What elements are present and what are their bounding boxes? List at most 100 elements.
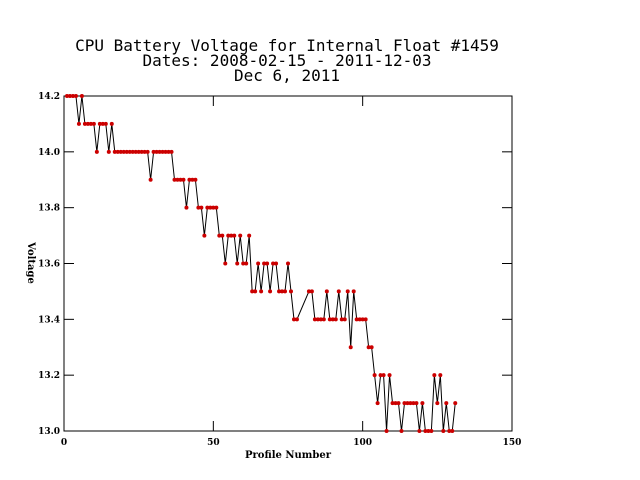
y-tick-label: 13.6 bbox=[38, 260, 60, 270]
x-tick-label: 100 bbox=[353, 438, 372, 448]
y-axis-label: Voltage bbox=[25, 241, 36, 284]
data-point bbox=[318, 317, 323, 322]
data-point bbox=[360, 317, 365, 322]
data-point bbox=[148, 177, 153, 182]
data-point bbox=[274, 261, 279, 266]
data-point bbox=[396, 401, 401, 406]
data-point bbox=[351, 289, 356, 294]
data-point bbox=[217, 233, 222, 238]
data-point bbox=[202, 233, 207, 238]
data-point bbox=[91, 121, 96, 126]
data-point bbox=[417, 429, 422, 433]
data-point bbox=[384, 429, 389, 433]
data-point bbox=[268, 289, 273, 294]
data-point bbox=[390, 401, 395, 406]
data-point bbox=[79, 94, 84, 98]
data-point bbox=[106, 149, 111, 154]
data-point bbox=[330, 317, 335, 322]
data-point bbox=[357, 317, 362, 322]
data-point bbox=[157, 149, 162, 154]
y-tick-label: 13.4 bbox=[38, 315, 60, 325]
data-point bbox=[196, 205, 201, 210]
data-point bbox=[115, 149, 120, 154]
data-point bbox=[103, 121, 108, 126]
data-point bbox=[247, 233, 252, 238]
data-point bbox=[205, 205, 210, 210]
data-point bbox=[429, 429, 434, 433]
data-point bbox=[85, 121, 90, 126]
data-point bbox=[378, 373, 383, 378]
data-point bbox=[438, 373, 443, 378]
data-point bbox=[447, 429, 452, 433]
data-point bbox=[178, 177, 183, 182]
chart-title: CPU Battery Voltage for Internal Float #… bbox=[75, 36, 499, 55]
data-point bbox=[312, 317, 317, 322]
data-point bbox=[220, 233, 225, 238]
data-point bbox=[283, 289, 288, 294]
data-point bbox=[324, 289, 329, 294]
data-point bbox=[229, 233, 234, 238]
data-point bbox=[223, 261, 228, 266]
data-point bbox=[133, 149, 138, 154]
data-point bbox=[160, 149, 165, 154]
data-point bbox=[432, 373, 437, 378]
data-point bbox=[363, 317, 368, 322]
x-tick-label: 50 bbox=[207, 438, 220, 448]
data-point bbox=[64, 94, 69, 98]
data-point bbox=[214, 205, 219, 210]
data-point bbox=[232, 233, 237, 238]
data-point bbox=[187, 177, 192, 182]
data-point bbox=[336, 289, 341, 294]
data-point bbox=[414, 401, 419, 406]
data-point bbox=[333, 317, 338, 322]
data-point bbox=[70, 94, 75, 98]
y-tick-label: 14.0 bbox=[38, 148, 60, 158]
data-point bbox=[381, 373, 386, 378]
data-point bbox=[112, 149, 117, 154]
data-point bbox=[82, 121, 87, 126]
data-point bbox=[309, 289, 314, 294]
data-point bbox=[250, 289, 255, 294]
data-point bbox=[199, 205, 204, 210]
data-point bbox=[435, 401, 440, 406]
data-point bbox=[369, 345, 374, 350]
data-point bbox=[97, 121, 102, 126]
data-point bbox=[294, 317, 299, 322]
data-point bbox=[315, 317, 320, 322]
data-point bbox=[127, 149, 132, 154]
y-tick-label: 14.2 bbox=[38, 92, 60, 102]
data-point bbox=[288, 289, 293, 294]
data-point bbox=[142, 149, 147, 154]
data-point bbox=[420, 401, 425, 406]
data-point bbox=[253, 289, 258, 294]
data-point bbox=[244, 261, 249, 266]
data-point bbox=[393, 401, 398, 406]
data-point bbox=[291, 317, 296, 322]
y-tick-label: 13.0 bbox=[38, 427, 60, 437]
data-point bbox=[342, 317, 347, 322]
data-point bbox=[453, 401, 458, 406]
data-point bbox=[348, 345, 353, 350]
data-point bbox=[109, 121, 114, 126]
data-point bbox=[241, 261, 246, 266]
data-point bbox=[411, 401, 416, 406]
data-point bbox=[408, 401, 413, 406]
y-tick-label: 13.8 bbox=[38, 204, 60, 214]
x-tick-label: 0 bbox=[61, 438, 67, 448]
data-point bbox=[172, 177, 177, 182]
data-point bbox=[130, 149, 135, 154]
x-axis-label: Profile Number bbox=[245, 450, 332, 461]
data-point bbox=[426, 429, 431, 433]
data-point bbox=[67, 94, 72, 98]
data-point bbox=[166, 149, 171, 154]
data-point bbox=[238, 233, 243, 238]
data-point bbox=[366, 345, 371, 350]
chart-subtitle: Dates: 2008-02-15 - 2011-12-03 bbox=[143, 51, 432, 70]
data-point bbox=[399, 429, 404, 433]
data-point bbox=[280, 289, 285, 294]
data-point bbox=[163, 149, 168, 154]
data-point bbox=[423, 429, 428, 433]
data-point bbox=[136, 149, 141, 154]
